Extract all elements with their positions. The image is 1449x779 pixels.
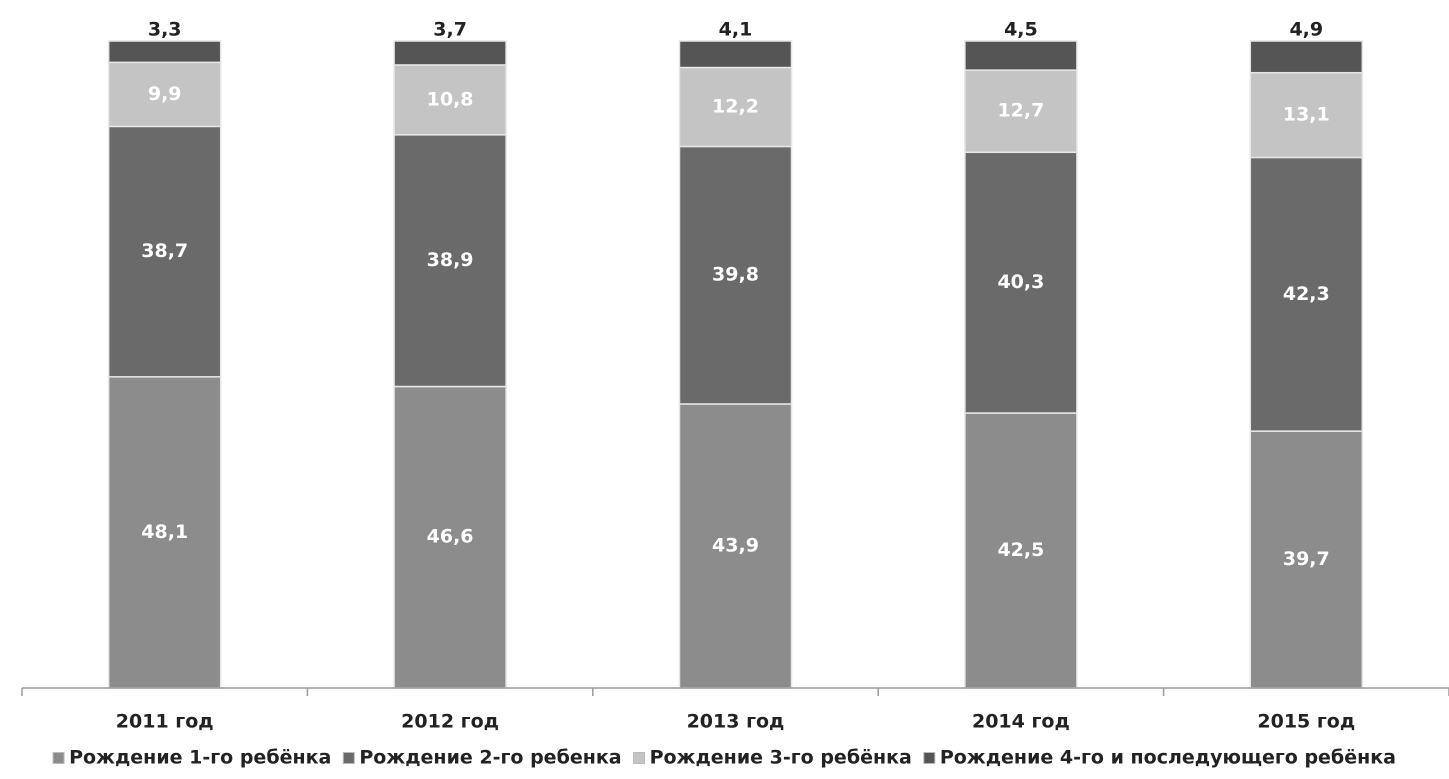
data-label-1-series-3: 9,9 [148,83,182,105]
data-label-5-series-3: 13,1 [1283,104,1330,126]
data-label-3-series-3: 12,2 [712,95,759,117]
bar-segment-1-series-1 [107,376,222,689]
data-label-2-series-3: 10,8 [427,88,474,110]
legend-swatch-2 [342,752,355,764]
data-label-top-2: 3,7 [433,19,467,41]
category-label-4: 2014 год [972,711,1070,733]
data-label-3-series-1: 43,9 [712,534,759,556]
legend: Рождение 1-го ребёнка Рождение 2-го ребен… [52,747,1396,769]
legend-label-3: Рождение 3-го ребёнка [650,747,912,769]
bar-segment-5-series-3 [1249,71,1364,159]
data-label-3-series-2: 39,8 [712,264,759,286]
legend-item-1: Рождение 1-го ребёнка [52,747,331,769]
category-label-5: 2015 год [1257,711,1355,733]
data-label-5-series-1: 39,7 [1283,548,1330,570]
bar-segment-4-series-2 [964,151,1078,414]
category-label-1: 2011 год [116,711,214,733]
data-label-1-series-1: 48,1 [141,521,188,543]
data-label-top-3: 4,1 [719,19,753,41]
data-label-2-series-1: 46,6 [427,526,474,548]
bar-segment-4-series-4 [964,40,1078,71]
bar-segment-2-series-2 [393,134,507,388]
bar-segment-1-series-4 [107,40,222,64]
legend-item-3: Рождение 3-го ребёнка [633,747,912,769]
category-label-3: 2013 год [687,711,785,733]
legend-swatch-3 [633,752,646,764]
legend-swatch-4 [923,752,936,764]
data-label-4-series-2: 40,3 [997,271,1044,293]
x-axis: 2011 год 2012 год 2013 год 2014 год 2015 год [21,687,1449,733]
bar-segment-3-series-3 [678,66,793,148]
data-label-4-series-1: 42,5 [997,539,1044,561]
legend-item-4: Рождение 4-го и последующего ребёнка [923,747,1396,769]
data-label-top-5: 4,9 [1289,19,1323,41]
legend-item-2: Рождение 2-го ребенка [342,747,622,769]
legend-swatch-1 [52,752,65,764]
bar-segment-2-series-1 [393,385,507,689]
bar-segment-3-series-4 [678,40,793,69]
bar-segment-4-series-1 [964,412,1078,689]
legend-label-4: Рождение 4-го и последующего ребёнка [940,747,1396,769]
data-label-top-4: 4,5 [1004,19,1038,41]
data-label-top-1: 3,3 [148,19,182,41]
bar-segment-5-series-4 [1249,40,1364,74]
legend-label-1: Рождение 1-го ребёнка [69,747,331,769]
data-label-4-series-3: 12,7 [997,100,1044,122]
bar-segment-4-series-3 [964,69,1078,154]
bar-segment-2-series-4 [393,40,507,66]
legend-label-2: Рождение 2-го ребенка [359,747,621,769]
bar-segment-2-series-3 [393,64,507,136]
category-label-2: 2012 год [401,711,499,733]
data-label-1-series-2: 38,7 [141,240,188,262]
data-label-2-series-2: 38,9 [427,249,474,271]
bars-layer: 48,1 38,7 9,9 3,3 46,6 38,9 10,8 3,7 43,9 39,8 12,… [107,19,1364,689]
bar-segment-3-series-2 [678,145,793,405]
data-label-5-series-2: 42,3 [1283,283,1330,305]
bar-segment-5-series-1 [1249,430,1364,689]
bar-segment-1-series-2 [107,125,222,378]
